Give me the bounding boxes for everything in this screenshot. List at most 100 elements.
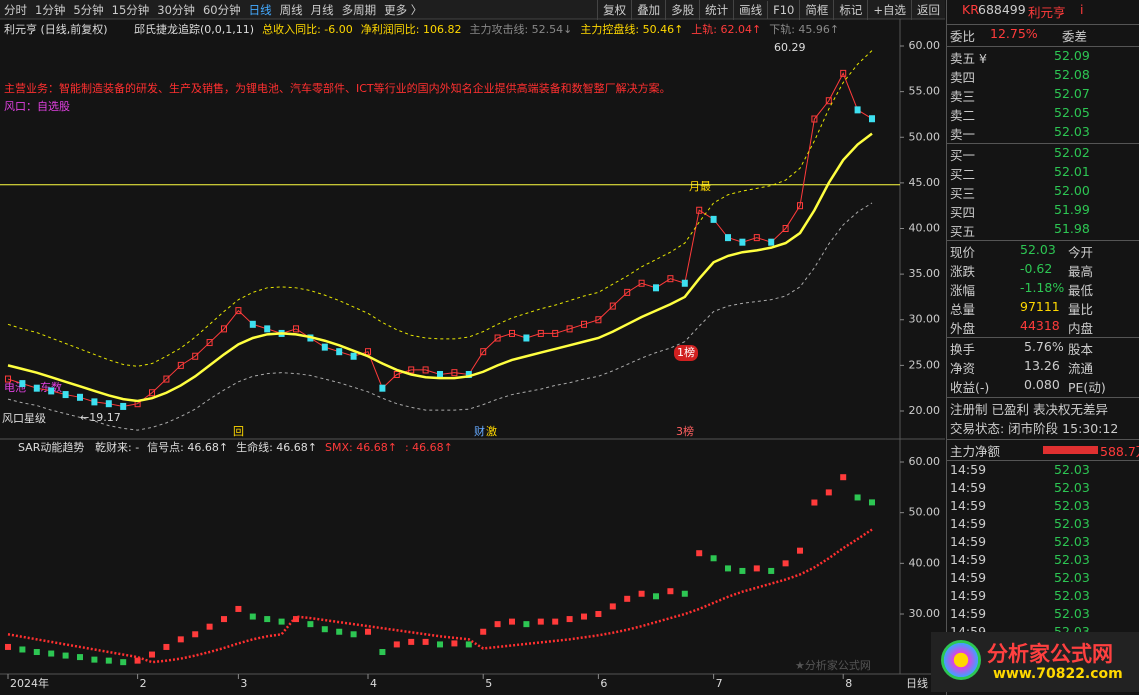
annotation: 风口：自选股 [4, 100, 70, 113]
indicator-value: 上轨: 62.04↑ [691, 22, 761, 36]
toolbar-button[interactable]: 5分钟 [73, 3, 104, 17]
candle [811, 115, 818, 123]
candle [753, 234, 760, 242]
indicator-value: : 46.68↑ [405, 441, 453, 454]
candle [235, 307, 242, 315]
toolbar-button[interactable]: 周线 [279, 3, 303, 17]
price-bar [667, 588, 674, 595]
indicator-value: 总收入同比: -6.00 [262, 22, 353, 36]
y-tick-label: 60.00 [909, 39, 941, 52]
x-tick-label: 3 [240, 677, 247, 690]
toolbar-button[interactable]: 15分钟 [111, 3, 150, 17]
toolbar-button[interactable]: 多股 [665, 0, 699, 20]
toolbar-button[interactable]: 月线 [310, 3, 334, 17]
separator [947, 143, 1139, 144]
tick-row: 14:59 52.03 [950, 516, 1136, 535]
price-bar [19, 646, 26, 653]
cell: 买二 [950, 167, 976, 182]
y-tick-label: 60.00 [909, 455, 941, 468]
toolbar-button[interactable]: 60分钟 [202, 3, 241, 17]
toolbar-button[interactable]: +自选 [867, 0, 911, 20]
tick-row: 14:59 52.03 [950, 588, 1136, 607]
cell: 14:59 [950, 516, 987, 531]
candle [566, 325, 573, 333]
price-bar [249, 613, 256, 620]
toolbar-button[interactable]: 画线 [733, 0, 767, 20]
cell: 现价 [950, 245, 976, 260]
toolbar-button[interactable]: 30分钟 [157, 3, 195, 17]
bid-row: 买三 52.00 [950, 183, 1136, 202]
y-tick-label: 50.00 [909, 130, 941, 143]
cell: 688499 [978, 2, 1026, 17]
toolbar-button[interactable]: F10 [767, 1, 799, 19]
candle [321, 343, 328, 351]
toolbar-button[interactable]: 更多 〉 [384, 3, 423, 17]
toolbar-right: 复权 叠加 多股 统计 画线 F10 简框 标记 +自选 返回 [597, 0, 945, 20]
annotation: 激 [486, 424, 497, 438]
tick-row: 14:59 52.03 [950, 552, 1136, 571]
cell: 股本 [1068, 342, 1094, 357]
price-bar [192, 631, 199, 638]
series-line [7, 132, 873, 403]
indicator-value: 生命线: 46.68↑ [236, 440, 317, 454]
price-bar [609, 603, 616, 610]
price-bar [523, 621, 530, 628]
cell: 52.03 [1054, 516, 1090, 531]
cell: 52.03 [1054, 480, 1090, 495]
toolbar-button[interactable]: 叠加 [631, 0, 665, 20]
toolbar-button[interactable]: 返回 [911, 0, 945, 20]
cell: KR [962, 2, 979, 17]
toolbar-button[interactable]: 多周期 [341, 3, 377, 17]
cell: 交易状态: 闭市阶段 15:30:12 [950, 421, 1119, 436]
price-bar [48, 650, 55, 657]
cell: 外盘 [950, 321, 976, 336]
separator [947, 439, 1139, 440]
cell: 量比 [1068, 302, 1094, 317]
x-tick-label: 4 [370, 677, 377, 690]
candle [33, 384, 40, 392]
cell: 今开 [1068, 245, 1094, 260]
candle [19, 380, 26, 388]
toolbar-button[interactable]: 标记 [833, 0, 867, 20]
cell: 净资 [950, 361, 976, 376]
toolbar-button[interactable]: 统计 [699, 0, 733, 20]
tick-row: 14:59 52.03 [950, 498, 1136, 517]
finance-row: 收益(-) 0.080 PE(动) [950, 377, 1136, 396]
separator [947, 460, 1139, 461]
toolbar-button[interactable]: 复权 [597, 0, 631, 20]
cell: PE(动) [1068, 380, 1106, 395]
toolbar: 分时 1分钟 5分钟 15分钟 30分钟 60分钟 日线 周线 月线 多周期 更多 〉 复权 叠加 多股统… [0, 0, 945, 20]
candle [77, 393, 83, 401]
candle [480, 348, 487, 356]
candle [653, 284, 659, 292]
toolbar-button[interactable]: 分时 [4, 3, 27, 17]
price-bar [393, 641, 400, 648]
annotation: 60.29 [774, 41, 806, 54]
price-bar [509, 618, 515, 625]
candle [206, 339, 213, 347]
y-tick-label: 50.00 [909, 506, 941, 519]
cell: 换手 [950, 342, 976, 357]
price-bar [206, 623, 213, 630]
toolbar-button[interactable]: 日线 [248, 3, 272, 17]
candle [379, 384, 386, 392]
cell: 0.080 [1024, 377, 1060, 392]
toolbar-button[interactable]: 1分钟 [35, 3, 66, 17]
finance-row: 换手 5.76% 股本 [950, 339, 1136, 358]
toolbar-button[interactable]: 简框 [799, 0, 833, 20]
x-tick-label: 7 [716, 677, 723, 690]
cell: 委差 [1062, 29, 1088, 44]
candle [681, 279, 688, 287]
price-bar [854, 494, 861, 501]
candle [5, 375, 11, 383]
annotation: 3榜 [676, 424, 694, 438]
indicator-value: 主力攻击线: 52.54↓ [469, 22, 572, 36]
cell: 52.00 [1054, 183, 1090, 198]
price-bar [149, 651, 155, 658]
bid-row: 买二 52.01 [950, 164, 1136, 183]
cell: 588.7万 [1100, 444, 1139, 459]
candle [437, 370, 443, 378]
price-bar [811, 499, 818, 506]
candle [609, 302, 616, 310]
flow-row: 主力净额 588.7万 [950, 441, 1139, 460]
